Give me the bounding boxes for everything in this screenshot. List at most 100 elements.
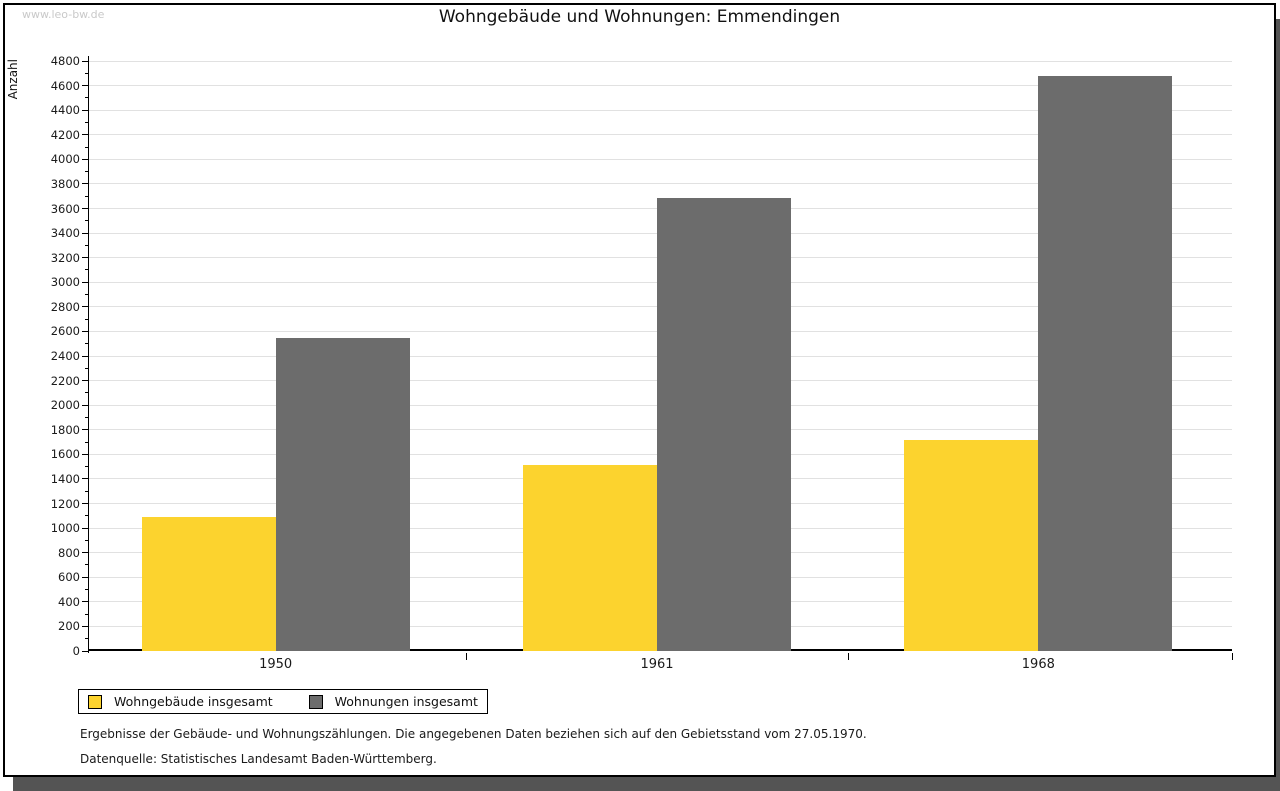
y-minor-tick [85, 171, 88, 173]
y-tick-label: 200 [58, 619, 80, 634]
gridline [88, 134, 1232, 136]
y-tick-label: 0 [72, 644, 80, 658]
y-axis-line [88, 56, 89, 653]
y-tick-label: 800 [58, 545, 80, 560]
bar-wohngebaeude-1950 [141, 517, 276, 651]
watermark-url: www.leo-bw.de [22, 8, 105, 21]
y-tick-label: 2800 [50, 299, 80, 314]
legend-label-wohngebaeude: Wohngebäude insgesamt [114, 694, 273, 709]
y-major-tick [82, 183, 88, 185]
y-major-tick [82, 208, 88, 209]
y-tick-label: 4600 [50, 78, 80, 93]
y-tick-label: 3400 [50, 226, 80, 241]
y-major-tick [82, 85, 88, 87]
y-major-tick [82, 429, 88, 431]
x-axis-tick [847, 653, 849, 660]
y-tick-label: 2600 [50, 324, 80, 339]
x-tick-label: 1961 [640, 657, 674, 672]
y-major-tick [82, 503, 88, 504]
y-minor-tick [85, 146, 88, 148]
y-major-tick [82, 576, 88, 578]
y-tick-label: 3800 [50, 176, 80, 191]
y-tick-label: 400 [58, 594, 80, 609]
y-tick-label: 4400 [50, 103, 80, 118]
chart-card: www.leo-bw.de Wohngebäude und Wohnungen:… [3, 3, 1276, 777]
y-minor-tick [85, 97, 88, 99]
y-major-tick [82, 330, 88, 332]
y-axis-title: Anzahl [6, 59, 20, 100]
y-minor-tick [85, 564, 88, 566]
y-tick-label: 2200 [50, 373, 80, 388]
y-minor-tick [85, 318, 88, 320]
y-major-tick [82, 281, 88, 283]
y-major-tick [82, 355, 88, 357]
y-tick-label: 1000 [50, 521, 80, 536]
y-major-tick [82, 158, 88, 160]
y-minor-tick [85, 539, 88, 541]
y-major-tick [82, 478, 88, 480]
y-major-tick [82, 134, 88, 136]
x-tick-label: 1968 [1021, 657, 1055, 672]
y-major-tick [82, 601, 88, 603]
y-tick-label: 3000 [50, 275, 80, 290]
y-major-tick [82, 257, 88, 259]
y-minor-tick [85, 121, 88, 123]
y-tick-label: 4000 [50, 152, 80, 167]
gridline [88, 183, 1232, 185]
bar-wohnungen-1968 [1038, 75, 1173, 651]
y-minor-tick [85, 638, 88, 640]
y-tick-label: 3600 [50, 201, 80, 216]
y-major-tick [82, 552, 88, 554]
gridline [88, 60, 1232, 62]
y-tick-label: 600 [58, 570, 80, 585]
y-major-tick [82, 527, 88, 529]
y-minor-tick [85, 269, 88, 271]
bar-wohngebaeude-1961 [523, 465, 657, 651]
y-major-tick [82, 232, 88, 234]
chart-title: Wohngebäude und Wohnungen: Emmendingen [438, 7, 841, 27]
gridline [88, 158, 1232, 160]
y-minor-tick [85, 367, 88, 369]
y-minor-tick [85, 613, 88, 615]
legend-swatch-wohnungen [308, 694, 323, 709]
x-axis-tick [1232, 653, 1233, 660]
y-tick-label: 2000 [50, 398, 80, 413]
y-minor-tick [85, 220, 88, 222]
y-minor-tick [85, 195, 88, 197]
y-major-tick [82, 404, 88, 406]
y-minor-tick [85, 466, 88, 468]
y-minor-tick [85, 392, 88, 394]
bar-wohnungen-1961 [657, 198, 791, 651]
y-minor-tick [85, 589, 88, 591]
y-tick-label: 4200 [50, 127, 80, 142]
x-axis-tick [466, 653, 468, 660]
y-tick-label: 3200 [50, 250, 80, 265]
gridline [88, 109, 1232, 111]
y-minor-tick [85, 441, 88, 443]
y-major-tick [82, 60, 88, 62]
y-minor-tick [85, 416, 88, 418]
y-tick-label: 1800 [50, 422, 80, 437]
y-major-tick [82, 625, 88, 627]
bar-wohnungen-1950 [275, 337, 410, 651]
legend: Wohngebäude insgesamt Wohnungen insgesam… [78, 689, 488, 714]
x-tick-label: 1950 [259, 657, 293, 672]
y-major-tick [82, 306, 88, 308]
y-tick-label: 4800 [50, 54, 80, 68]
legend-label-wohnungen: Wohnungen insgesamt [334, 694, 478, 709]
gridline [88, 85, 1232, 87]
y-major-tick [82, 380, 88, 382]
footnote-description: Ergebnisse der Gebäude- und Wohnungszähl… [80, 727, 867, 741]
y-tick-label: 1400 [50, 471, 80, 486]
y-minor-tick [85, 244, 88, 246]
y-tick-label: 1200 [50, 496, 80, 511]
y-tick-label: 1600 [50, 447, 80, 462]
footnote-source: Datenquelle: Statistisches Landesamt Bad… [80, 752, 437, 766]
y-major-tick [82, 109, 88, 111]
y-minor-tick [85, 72, 88, 74]
y-minor-tick [85, 515, 88, 517]
bar-wohngebaeude-1968 [904, 439, 1039, 651]
y-major-tick [82, 650, 88, 652]
y-tick-label: 2400 [50, 349, 80, 363]
y-minor-tick [85, 294, 88, 296]
